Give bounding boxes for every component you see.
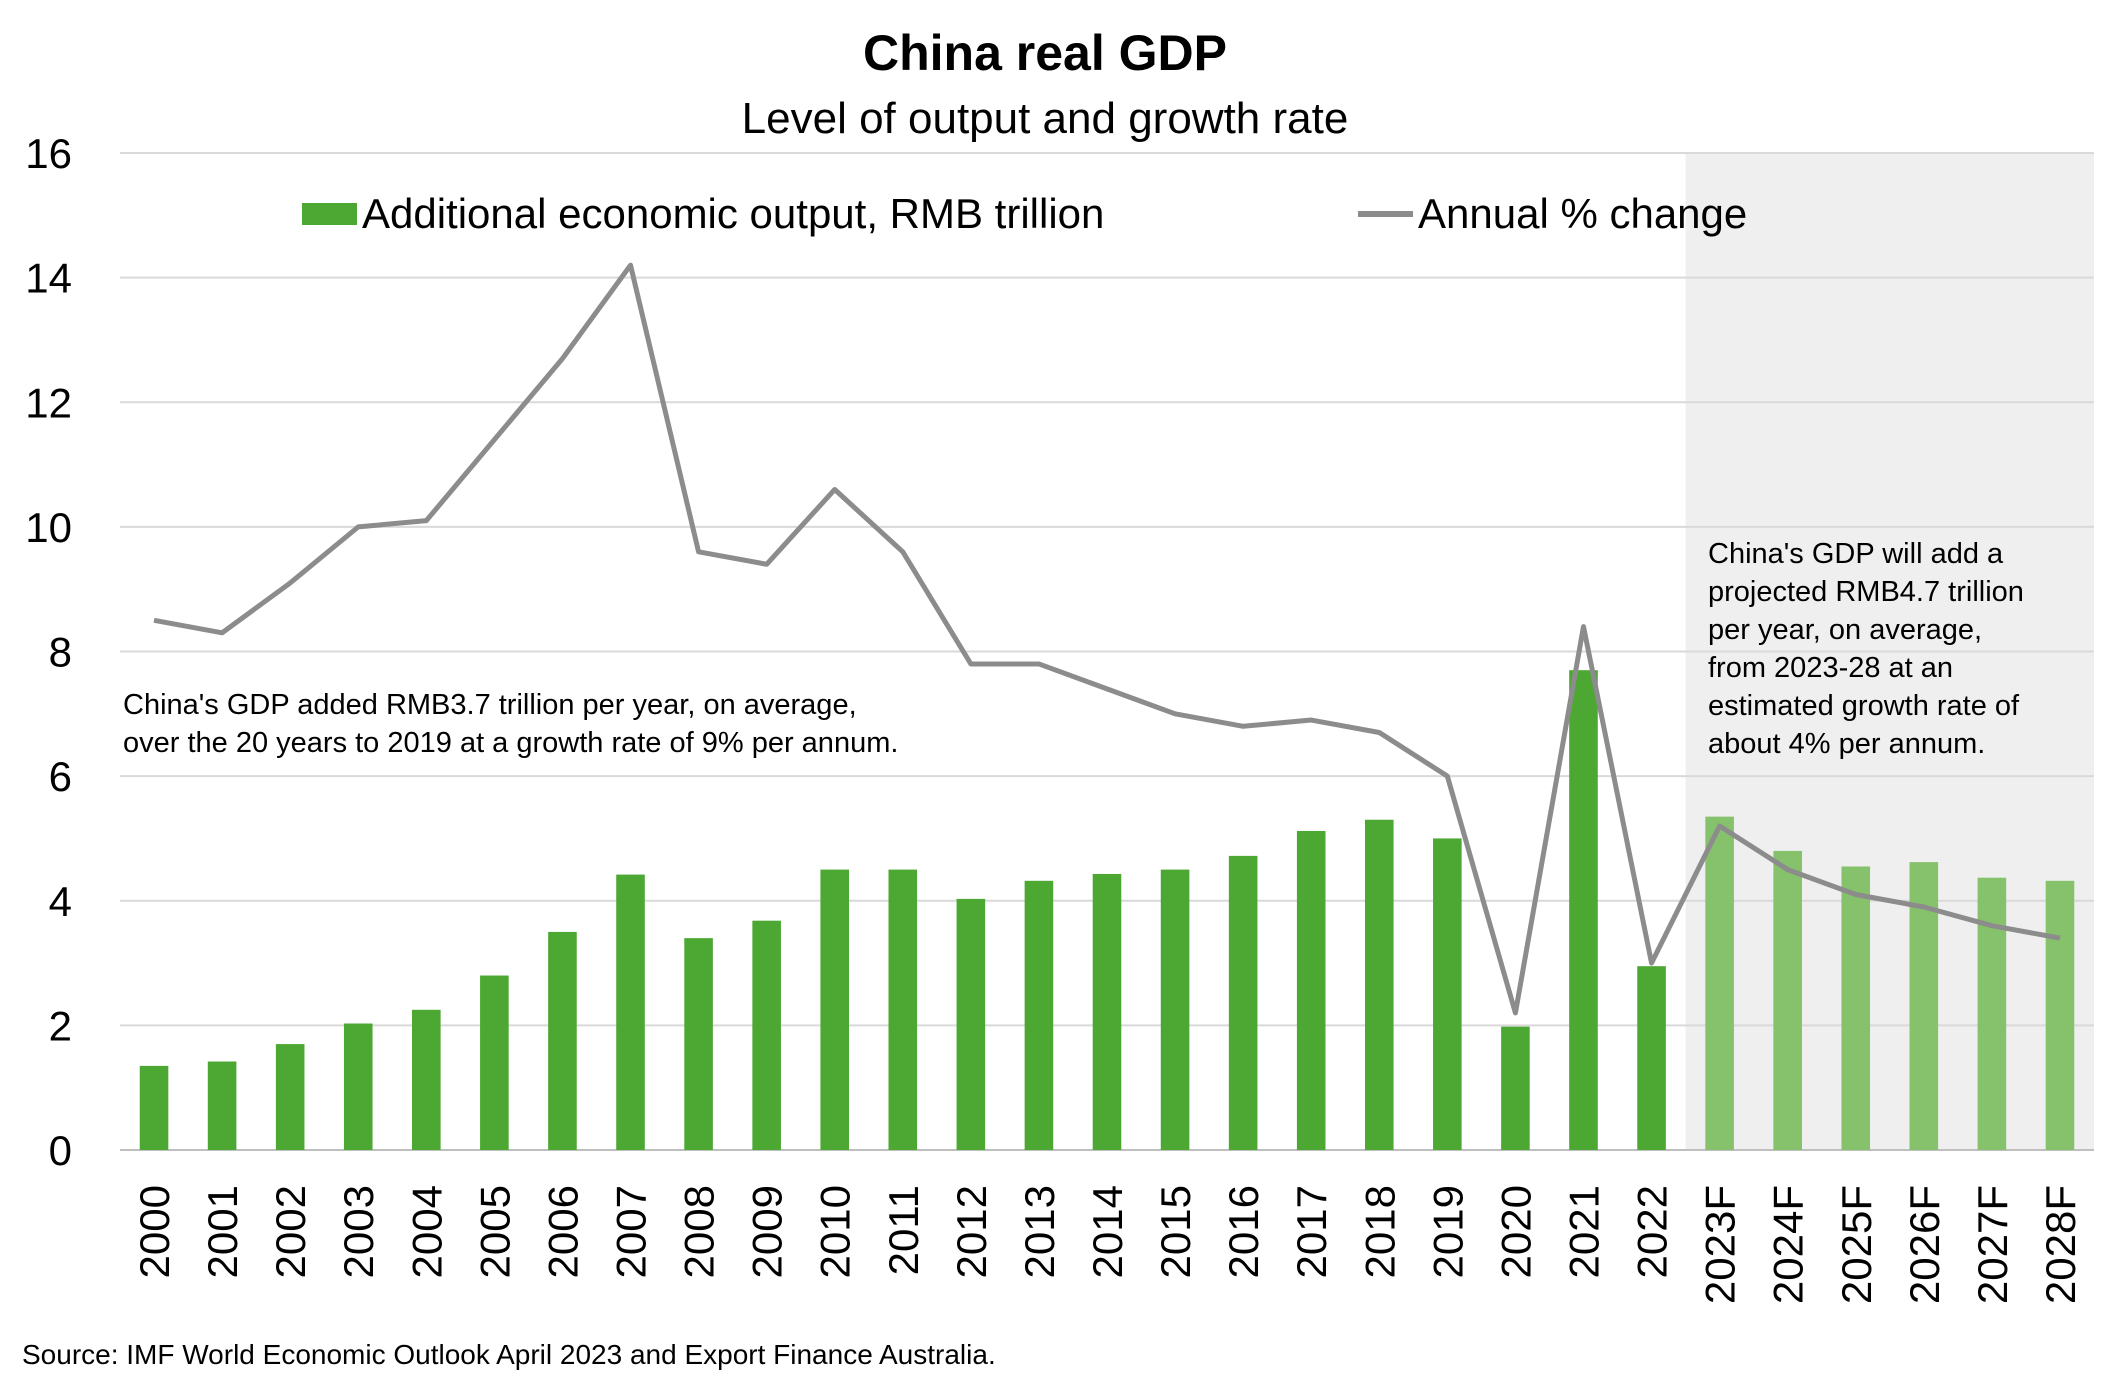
x-tick-label: 2000: [131, 1185, 178, 1278]
annotation-forecast-line-3: per year, on average,: [1708, 614, 1982, 646]
y-tick-label: 8: [49, 629, 72, 676]
y-tick-label: 6: [49, 753, 72, 800]
x-tick-label: 2002: [267, 1185, 314, 1278]
bar: [207, 1061, 237, 1150]
x-tick-label: 2014: [1084, 1185, 1131, 1278]
bar: [1977, 877, 2007, 1150]
x-tick-label: 2005: [471, 1185, 518, 1278]
annotation-historical-line-2: over the 20 years to 2019 at a growth ra…: [123, 727, 898, 759]
y-tick-label: 0: [49, 1127, 72, 1174]
bar: [139, 1065, 169, 1150]
annotation-forecast-line-2: projected RMB4.7 trillion: [1708, 576, 2024, 608]
bar: [480, 975, 509, 1150]
bar: [2045, 880, 2075, 1150]
bar: [1024, 880, 1054, 1150]
y-tick-label: 10: [25, 504, 72, 551]
bar: [1364, 819, 1394, 1150]
x-tick-label: 2006: [539, 1185, 586, 1278]
bar: [1433, 838, 1462, 1150]
x-tick-label: 2020: [1492, 1185, 1539, 1278]
y-axis-ticks: 0 2 4 6 8 10 12 14 16: [25, 130, 72, 1174]
x-tick-label: 2009: [744, 1185, 791, 1278]
bar: [616, 874, 645, 1150]
y-tick-label: 14: [25, 255, 72, 302]
bar: [956, 898, 986, 1150]
x-tick-label: 2022: [1629, 1185, 1676, 1278]
annotation-forecast-line-5: estimated growth rate of: [1708, 690, 2020, 722]
y-tick-label: 4: [49, 878, 72, 925]
x-axis-ticks: 2000 2001 2002 2003 2004 2005 2006 2007 2008 2009…: [131, 1185, 2084, 1304]
bar: [548, 931, 577, 1150]
bar: [1092, 873, 1122, 1150]
annotation-forecast: China's GDP will add a projected RMB4.7 …: [1708, 538, 2024, 760]
x-tick-label: 2003: [335, 1185, 382, 1278]
x-tick-label: 2008: [676, 1185, 723, 1278]
bar: [1160, 869, 1190, 1150]
x-tick-label: 2027F: [1969, 1185, 2016, 1304]
bar: [1569, 670, 1598, 1150]
bar: [684, 938, 713, 1150]
bar: [1228, 855, 1258, 1150]
x-tick-label: 2015: [1152, 1185, 1199, 1278]
annotation-forecast-line-1: China's GDP will add a: [1708, 538, 2004, 570]
bar: [1705, 816, 1734, 1150]
bar: [275, 1044, 305, 1150]
legend-swatch-bars: [302, 203, 357, 225]
bar: [1841, 866, 1871, 1150]
bar: [820, 869, 850, 1150]
chart-title: China real GDP: [863, 25, 1227, 81]
x-tick-label: 2012: [948, 1185, 995, 1278]
legend-label-line: Annual % change: [1418, 190, 1747, 237]
source-note: Source: IMF World Economic Outlook April…: [22, 1339, 996, 1370]
x-tick-label: 2028F: [2037, 1185, 2084, 1304]
x-tick-label: 2025F: [1833, 1185, 1880, 1304]
x-tick-label: 2017: [1288, 1185, 1335, 1278]
bar: [343, 1023, 373, 1150]
legend-label-bars: Additional economic output, RMB trillion: [362, 190, 1104, 237]
bar: [1637, 966, 1666, 1150]
bar: [412, 1009, 441, 1150]
bar: [1296, 830, 1326, 1150]
x-tick-label: 2010: [812, 1185, 859, 1278]
annotation-forecast-line-6: about 4% per annum.: [1708, 728, 1985, 760]
bar: [1773, 850, 1802, 1150]
x-tick-label: 2018: [1356, 1185, 1403, 1278]
legend: Additional economic output, RMB trillion…: [302, 190, 1747, 237]
y-tick-label: 2: [49, 1002, 72, 1049]
x-tick-label: 2023F: [1697, 1185, 1744, 1304]
bar: [752, 920, 781, 1150]
x-tick-label: 2026F: [1901, 1185, 1948, 1304]
x-tick-label: 2019: [1424, 1185, 1471, 1278]
bar: [888, 869, 918, 1150]
chart-subtitle: Level of output and growth rate: [742, 94, 1349, 143]
output-bars: [139, 670, 2075, 1150]
x-tick-label: 2001: [199, 1185, 246, 1278]
growth-line: [153, 262, 2061, 1016]
annotation-historical-line-1: China's GDP added RMB3.7 trillion per ye…: [123, 689, 857, 721]
x-tick-label: 2024F: [1765, 1185, 1812, 1304]
y-tick-label: 12: [25, 379, 72, 426]
x-tick-label: 2016: [1220, 1185, 1267, 1278]
annotation-forecast-line-4: from 2023-28 at an: [1708, 652, 1953, 684]
x-tick-label: 2021: [1560, 1185, 1607, 1278]
x-tick-label: 2013: [1016, 1185, 1063, 1278]
x-tick-label: 2004: [403, 1185, 450, 1278]
annotation-historical: China's GDP added RMB3.7 trillion per ye…: [123, 689, 898, 759]
bar: [1501, 1026, 1530, 1150]
x-tick-label: 2007: [608, 1185, 655, 1278]
y-tick-label: 16: [25, 130, 72, 177]
x-tick-label: 2011: [880, 1185, 927, 1275]
growth-line-path: [153, 262, 2061, 1016]
